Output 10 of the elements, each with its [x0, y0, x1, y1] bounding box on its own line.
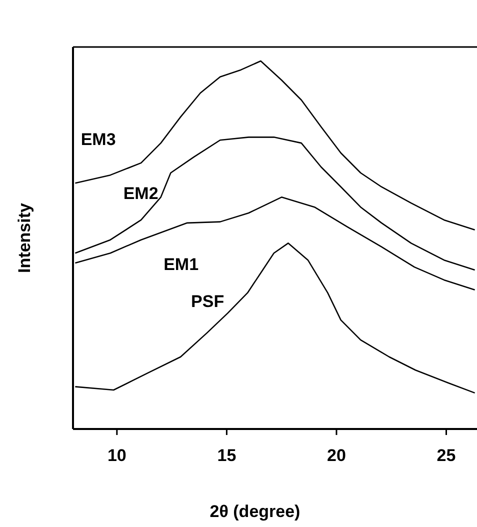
x-tick-label: 15	[217, 446, 236, 466]
series-label: EM3	[80, 130, 116, 150]
series-label: EM2	[123, 184, 158, 204]
x-axis-title: 2θ (degree)	[210, 502, 300, 521]
x-tick-label: 20	[327, 446, 346, 466]
series-label: PSF	[191, 292, 224, 311]
x-tick-label: 10	[107, 446, 126, 466]
x-tick-label: 25	[436, 446, 456, 466]
series-label: EM1	[164, 254, 199, 274]
y-axis-title: Intensity	[15, 202, 34, 273]
